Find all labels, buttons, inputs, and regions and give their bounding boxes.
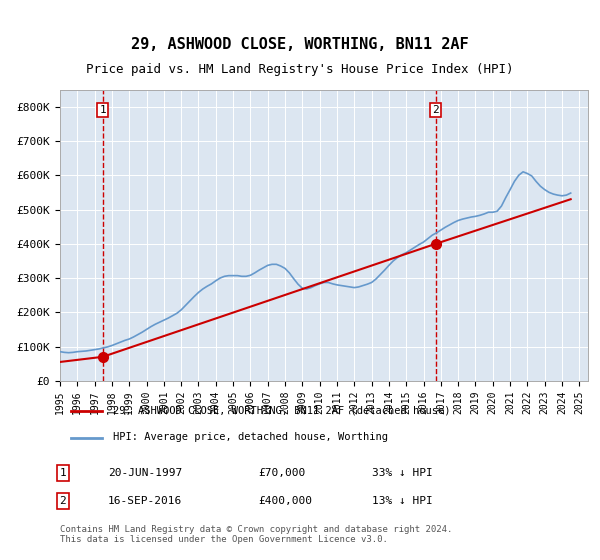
Text: 29, ASHWOOD CLOSE, WORTHING, BN11 2AF (detached house): 29, ASHWOOD CLOSE, WORTHING, BN11 2AF (d…: [113, 406, 450, 416]
Text: 33% ↓ HPI: 33% ↓ HPI: [372, 468, 433, 478]
Text: 16-SEP-2016: 16-SEP-2016: [108, 496, 182, 506]
Text: 2: 2: [59, 496, 67, 506]
Text: 13% ↓ HPI: 13% ↓ HPI: [372, 496, 433, 506]
Text: 20-JUN-1997: 20-JUN-1997: [108, 468, 182, 478]
Text: 2: 2: [433, 105, 439, 115]
Text: Price paid vs. HM Land Registry's House Price Index (HPI): Price paid vs. HM Land Registry's House …: [86, 63, 514, 77]
Text: HPI: Average price, detached house, Worthing: HPI: Average price, detached house, Wort…: [113, 432, 388, 442]
Text: 1: 1: [100, 105, 106, 115]
Text: 1: 1: [59, 468, 67, 478]
Text: 29, ASHWOOD CLOSE, WORTHING, BN11 2AF: 29, ASHWOOD CLOSE, WORTHING, BN11 2AF: [131, 38, 469, 52]
Text: £400,000: £400,000: [258, 496, 312, 506]
Text: £70,000: £70,000: [258, 468, 305, 478]
Text: Contains HM Land Registry data © Crown copyright and database right 2024.
This d: Contains HM Land Registry data © Crown c…: [60, 525, 452, 544]
